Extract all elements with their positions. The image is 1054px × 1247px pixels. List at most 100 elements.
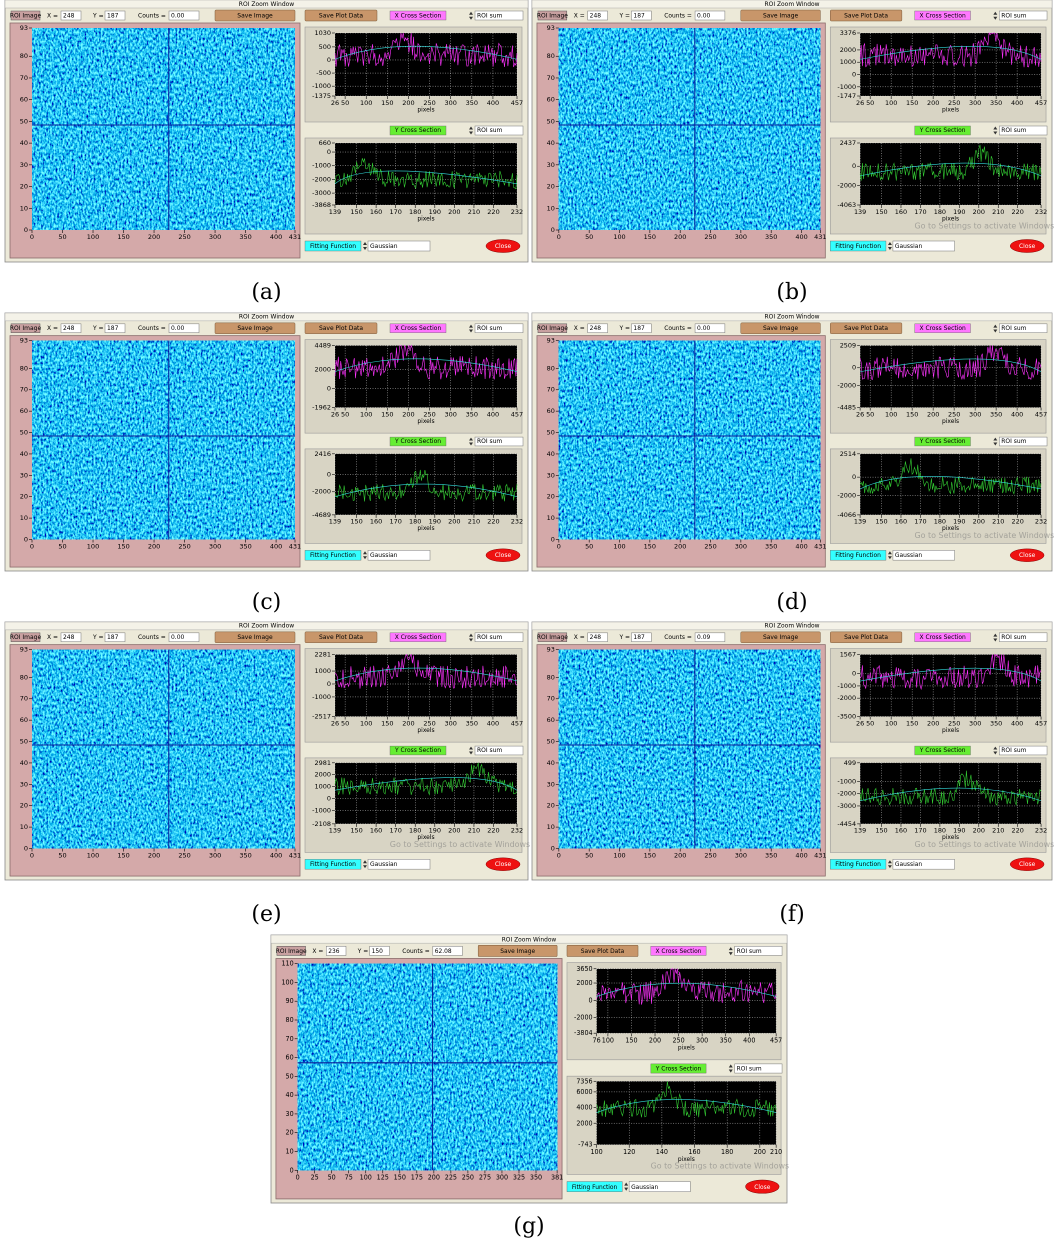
close-label[interactable]: Close — [495, 243, 512, 250]
button-label[interactable]: Save Image — [763, 12, 798, 19]
mode-box[interactable] — [474, 632, 524, 642]
close-button[interactable] — [485, 548, 521, 562]
fitting-function[interactable]: Gaussian — [895, 552, 923, 559]
button-label[interactable]: Save Image — [237, 634, 273, 641]
fitting-box[interactable] — [367, 550, 431, 561]
mode-label[interactable]: ROI sum — [1001, 747, 1026, 754]
mode-label[interactable]: ROI sum — [1001, 438, 1026, 445]
button[interactable] — [740, 631, 821, 643]
button[interactable] — [566, 944, 639, 957]
mode-box[interactable] — [999, 323, 1048, 333]
fitting-box[interactable] — [367, 859, 431, 870]
mode-box[interactable] — [999, 745, 1048, 756]
button[interactable] — [830, 631, 903, 643]
mode-box[interactable] — [999, 125, 1048, 136]
mode-box[interactable] — [474, 436, 524, 447]
mode-label[interactable]: ROI sum — [477, 747, 502, 754]
button-label[interactable]: Save Plot Data — [844, 325, 888, 332]
mode-box[interactable] — [734, 1063, 783, 1074]
fitting-label-box — [304, 550, 362, 561]
button[interactable] — [214, 631, 296, 643]
fitting-function[interactable]: Gaussian — [370, 861, 398, 868]
mode-label[interactable]: ROI sum — [737, 1065, 762, 1072]
button[interactable] — [740, 322, 821, 334]
field-label: Counts = — [664, 12, 692, 19]
mode-label[interactable]: ROI sum — [1001, 127, 1026, 134]
mode-box[interactable] — [999, 632, 1048, 642]
x-tick-label: 100 — [602, 1036, 614, 1044]
button[interactable] — [830, 322, 903, 334]
field-box — [631, 323, 652, 333]
mode-box[interactable] — [474, 323, 524, 333]
fitting-function[interactable]: Gaussian — [895, 243, 923, 250]
fitting-box[interactable] — [628, 1181, 691, 1193]
close-button[interactable] — [1009, 239, 1045, 253]
close-label[interactable]: Close — [495, 861, 512, 868]
mode-label[interactable]: ROI sum — [1001, 325, 1026, 332]
mode-label[interactable]: ROI sum — [1001, 12, 1026, 19]
button-label[interactable]: Save Plot Data — [844, 634, 888, 641]
title-bar — [531, 621, 1053, 631]
mode-label[interactable]: ROI sum — [477, 438, 502, 445]
x-tick-label: 50 — [585, 851, 593, 859]
close-label[interactable]: Close — [1019, 552, 1036, 559]
button-label[interactable]: Save Plot Data — [319, 325, 363, 332]
close-label[interactable]: Close — [754, 1184, 770, 1191]
button[interactable] — [477, 944, 558, 957]
button[interactable] — [304, 9, 378, 22]
mode-label[interactable]: ROI sum — [737, 948, 762, 955]
button-label[interactable]: Save Plot Data — [319, 634, 363, 641]
close-button[interactable] — [745, 1179, 780, 1194]
fitting-box[interactable] — [892, 240, 955, 252]
button-label[interactable]: Save Plot Data — [319, 12, 364, 19]
mode-box[interactable] — [999, 436, 1048, 447]
button[interactable] — [214, 9, 296, 22]
x-tick-label: 232 — [1035, 518, 1047, 526]
fitting-function[interactable]: Gaussian — [895, 861, 923, 868]
close-button[interactable] — [1009, 857, 1045, 871]
mode-label[interactable]: ROI sum — [477, 325, 502, 332]
mode-box[interactable] — [474, 745, 524, 756]
close-label[interactable]: Close — [495, 552, 512, 559]
mode-box[interactable] — [999, 10, 1048, 21]
fitting-function[interactable]: Gaussian — [631, 1184, 658, 1191]
close-label[interactable]: Close — [1019, 243, 1036, 250]
close-button[interactable] — [485, 239, 521, 253]
button[interactable] — [214, 322, 296, 334]
x-tick-label: 139 — [854, 208, 866, 216]
button-label[interactable]: Save Image — [237, 12, 273, 19]
button-label[interactable]: Save Plot Data — [581, 948, 625, 955]
mode-label[interactable]: ROI sum — [477, 12, 502, 19]
mode-box[interactable] — [474, 10, 524, 21]
y-tick-label: 0 — [589, 996, 593, 1004]
mode-label[interactable]: ROI sum — [477, 634, 502, 641]
fitting-function[interactable]: Gaussian — [370, 552, 398, 559]
mode-label[interactable]: ROI sum — [477, 127, 502, 134]
fitting-box[interactable] — [367, 240, 431, 252]
mode-label[interactable]: ROI sum — [1001, 634, 1026, 641]
y-tick-label: -1375 — [312, 92, 331, 100]
close-label[interactable]: Close — [1019, 861, 1036, 868]
mode-box[interactable] — [474, 125, 524, 136]
close-button[interactable] — [485, 857, 521, 871]
close-button[interactable] — [1009, 548, 1045, 562]
button-label[interactable]: Save Plot Data — [844, 12, 888, 19]
x-tick-label: 150 — [117, 542, 129, 550]
y-tick-label: 2281 — [314, 651, 331, 659]
button-label[interactable]: Save Image — [763, 325, 798, 332]
fitting-box[interactable] — [892, 859, 955, 870]
button[interactable] — [830, 9, 903, 22]
x-tick-label: 0 — [557, 851, 561, 859]
button-label[interactable]: Save Image — [763, 634, 798, 641]
button[interactable] — [304, 322, 378, 334]
button[interactable] — [304, 631, 378, 643]
fitting-function[interactable]: Gaussian — [370, 243, 398, 250]
mode-box[interactable] — [734, 945, 783, 956]
button-label[interactable]: Save Image — [237, 325, 273, 332]
fit-curve — [860, 162, 1042, 177]
button-label[interactable]: Save Image — [500, 948, 535, 955]
button[interactable] — [740, 9, 821, 22]
x-tick-label: 220 — [1012, 518, 1024, 526]
fitting-box[interactable] — [892, 550, 955, 561]
x-tick-label: 300 — [209, 851, 221, 859]
